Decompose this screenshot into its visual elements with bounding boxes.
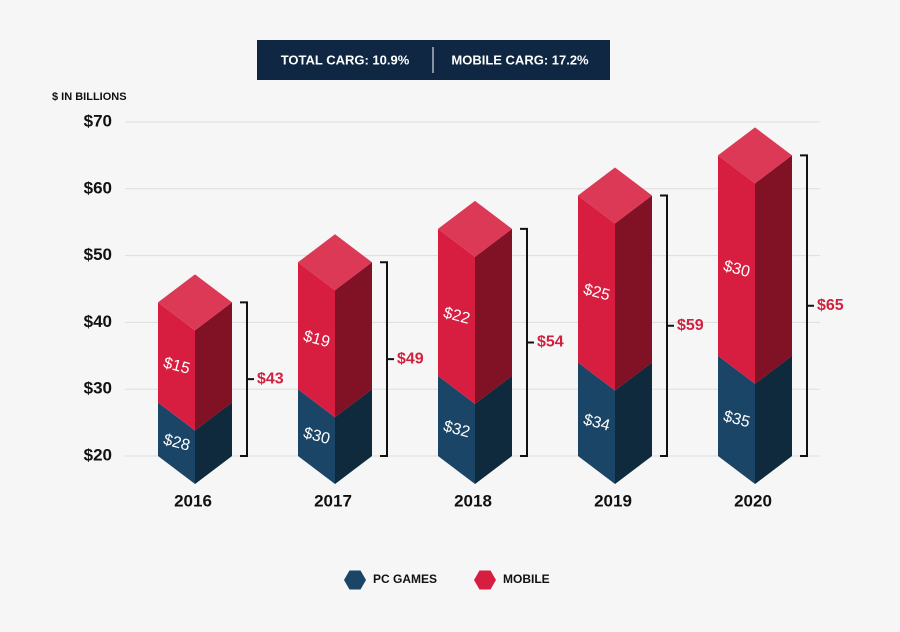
bar-top [718, 127, 792, 184]
bar-right-face [475, 375, 512, 484]
bar-left-face [298, 262, 335, 418]
bar-left-face [578, 362, 615, 484]
bar-left-face [718, 155, 755, 384]
bar-left-face [158, 302, 195, 431]
bar-right-face [615, 362, 652, 484]
bar-right-shade [475, 228, 512, 404]
bar-segment [578, 362, 652, 484]
segment-label: $34 [581, 411, 611, 434]
x-tick-label: 2020 [734, 491, 772, 510]
bar-segment [438, 228, 512, 404]
bar-right-face [195, 302, 232, 431]
bar-segment [298, 262, 372, 418]
total-bracket [240, 301, 254, 457]
x-tick-label: 2019 [594, 491, 632, 510]
segment-label: $35 [721, 408, 751, 431]
legend-swatch [474, 570, 496, 590]
total-bracket [800, 154, 814, 457]
bar-left-face [158, 402, 195, 484]
bar-right-shade [335, 262, 372, 418]
total-label: $65 [817, 297, 844, 314]
bar-segment [158, 402, 232, 484]
segment-label: $30 [301, 425, 331, 448]
bar-right-shade [615, 362, 652, 484]
bar-top-light [438, 200, 512, 257]
y-tick-label: $40 [84, 312, 112, 331]
x-tick-label: 2018 [454, 491, 492, 510]
legend-label: MOBILE [503, 572, 550, 586]
bar-segment [298, 389, 372, 484]
bar-right-shade [195, 402, 232, 484]
bar-right-face [615, 195, 652, 391]
total-bracket [380, 261, 394, 457]
bar-segment [158, 302, 232, 431]
bar-right-shade [335, 389, 372, 484]
legend-label: PC GAMES [373, 572, 437, 586]
bar-left-face [438, 228, 475, 404]
bar-right-face [335, 262, 372, 418]
bar-right-face [195, 402, 232, 484]
bar-left-face [578, 195, 615, 391]
header-mobile: MOBILE CARG: 17.2% [451, 52, 589, 67]
bar-left-face [438, 375, 475, 484]
segment-label: $28 [161, 431, 191, 454]
segment-label: $32 [441, 418, 471, 441]
y-tick-label: $20 [84, 445, 112, 464]
total-bracket [520, 227, 534, 457]
bar-right-face [475, 228, 512, 404]
bar-segment [578, 195, 652, 391]
total-label: $59 [677, 317, 704, 334]
y-tick-label: $50 [84, 245, 112, 264]
bar-right-shade [615, 195, 652, 391]
bar-left-face [718, 355, 755, 484]
y-axis-label: $ IN BILLIONS [52, 91, 127, 103]
total-label: $49 [397, 350, 424, 367]
bar-right-face [755, 355, 792, 484]
bar-left-face [298, 389, 335, 484]
bar-top-light [578, 167, 652, 224]
bar-right-shade [475, 375, 512, 484]
bar-top-light [158, 274, 232, 331]
bar-top [298, 234, 372, 291]
bar-right-face [755, 155, 792, 384]
x-tick-label: 2017 [314, 491, 352, 510]
bar-segment [718, 355, 792, 484]
bar-right-shade [755, 155, 792, 384]
header-total: TOTAL CARG: 10.9% [281, 52, 410, 67]
bar-right-shade [755, 355, 792, 484]
segment-label: $19 [301, 328, 331, 351]
bar-segment [718, 155, 792, 384]
segment-label: $15 [161, 355, 191, 378]
y-tick-label: $30 [84, 379, 112, 398]
bar-top-light [298, 234, 372, 291]
bar-top-light [718, 127, 792, 184]
segment-label: $30 [721, 258, 751, 281]
total-label: $54 [537, 334, 564, 351]
bar-top [578, 167, 652, 224]
total-label: $43 [257, 370, 284, 387]
bar-right-shade [195, 302, 232, 431]
bar-top [158, 274, 232, 331]
segment-label: $25 [581, 281, 611, 304]
total-bracket [660, 194, 674, 457]
bar-right-face [335, 389, 372, 484]
bar-top [438, 200, 512, 257]
y-tick-label: $70 [84, 111, 112, 130]
bar-segment [438, 375, 512, 484]
legend-swatch [344, 570, 366, 590]
x-tick-label: 2016 [174, 491, 212, 510]
y-tick-label: $60 [84, 178, 112, 197]
segment-label: $22 [441, 304, 471, 327]
